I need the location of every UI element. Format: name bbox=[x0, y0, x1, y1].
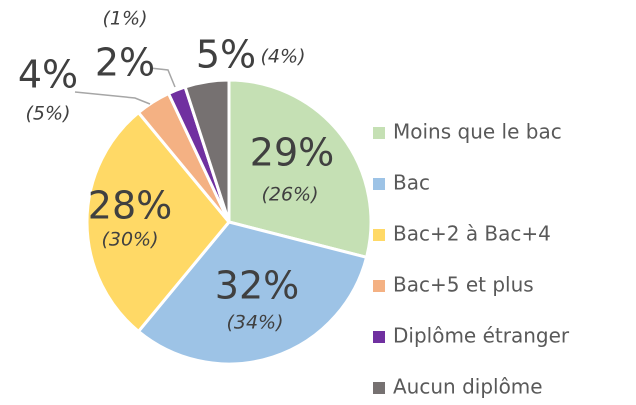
legend-label: Aucun diplôme bbox=[393, 375, 543, 399]
legend-swatch bbox=[373, 280, 385, 292]
data-label: 28% bbox=[88, 184, 172, 228]
leader-line bbox=[74, 91, 151, 105]
pie-slice bbox=[136, 220, 369, 366]
data-label: 5% bbox=[196, 33, 256, 77]
legend-swatch bbox=[373, 229, 385, 241]
secondary-label: (1%) bbox=[103, 8, 148, 30]
secondary-label: (34%) bbox=[226, 312, 283, 334]
data-label: 4% bbox=[18, 53, 78, 97]
secondary-label: (5%) bbox=[26, 103, 71, 125]
data-label: 32% bbox=[215, 264, 299, 308]
legend-label: Moins que le bac bbox=[393, 120, 562, 144]
legend-label: Bac bbox=[393, 171, 430, 195]
legend-swatch bbox=[373, 382, 385, 394]
data-label: 2% bbox=[95, 41, 155, 85]
legend-swatch bbox=[373, 178, 385, 190]
secondary-label: (30%) bbox=[101, 229, 158, 251]
pie-slice bbox=[227, 78, 373, 260]
secondary-label: (4%) bbox=[261, 46, 306, 68]
legend-label: Bac+5 et plus bbox=[393, 273, 534, 297]
legend-label: Bac+2 à Bac+4 bbox=[393, 222, 551, 246]
pie-slice bbox=[85, 110, 231, 334]
legend-label: Diplôme étranger bbox=[393, 324, 570, 348]
leader-line bbox=[149, 67, 176, 88]
pie-slice bbox=[183, 78, 231, 223]
legend-swatch bbox=[373, 127, 385, 139]
legend-swatch bbox=[373, 331, 385, 343]
data-label: 29% bbox=[250, 131, 334, 175]
secondary-label: (26%) bbox=[261, 184, 318, 206]
